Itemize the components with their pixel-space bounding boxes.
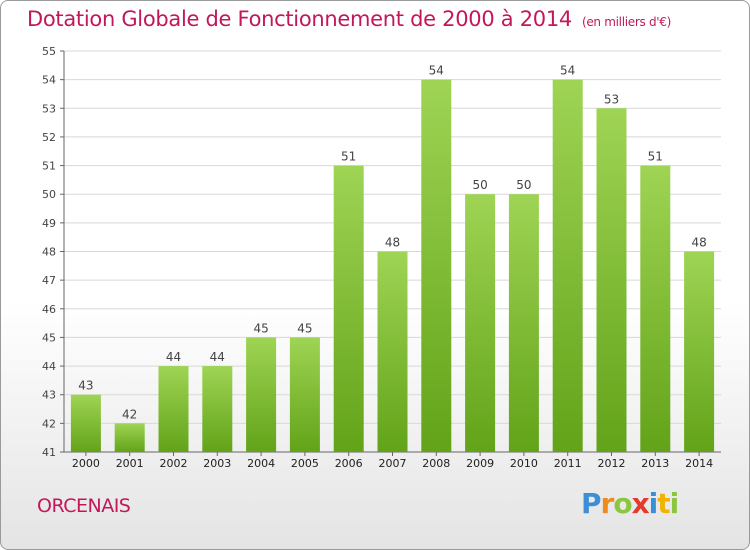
bar: [289, 337, 320, 452]
logo-letter: r: [600, 487, 615, 520]
data-label: 45: [253, 321, 268, 335]
logo-letter: x: [631, 487, 650, 520]
data-label: 45: [297, 321, 312, 335]
y-tick-label: 45: [42, 331, 56, 344]
data-label: 51: [648, 150, 663, 164]
y-tick-label: 50: [42, 188, 56, 201]
chart-title: Dotation Globale de Fonctionnement de 20…: [27, 7, 671, 31]
data-label: 51: [341, 150, 356, 164]
data-label: 50: [472, 178, 487, 192]
y-tick-label: 52: [42, 131, 56, 144]
bar: [158, 366, 189, 452]
x-tick-label: 2011: [554, 457, 582, 470]
logo-letter: i: [669, 487, 680, 520]
x-tick-label: 2007: [379, 457, 407, 470]
y-tick-label: 47: [42, 274, 56, 287]
y-tick-label: 55: [42, 45, 56, 58]
data-label: 44: [166, 350, 181, 364]
logo-letter: P: [581, 487, 602, 520]
data-label: 43: [78, 379, 93, 393]
data-label: 48: [385, 236, 400, 250]
x-tick-label: 2009: [466, 457, 494, 470]
bar: [552, 79, 583, 453]
y-tick-label: 51: [42, 160, 56, 173]
bar: [640, 165, 671, 453]
y-tick-label: 46: [42, 303, 56, 316]
bar: [465, 194, 496, 452]
chart-subtitle: (en milliers d'€): [581, 15, 671, 29]
data-label: 54: [429, 64, 444, 78]
y-tick-label: 53: [42, 102, 56, 115]
data-label: 50: [516, 178, 531, 192]
y-tick-label: 48: [42, 246, 56, 259]
y-tick-label: 44: [42, 360, 56, 373]
x-tick-labels: 2000 2001 2002 2003 2004 2005 2006 2007 2008 2009…: [72, 457, 713, 470]
data-label: 44: [210, 350, 225, 364]
y-tick-label: 43: [42, 389, 56, 402]
bar: [421, 79, 452, 453]
data-label: 53: [604, 92, 619, 106]
x-tick-label: 2001: [116, 457, 144, 470]
x-tick-label: 2006: [335, 457, 363, 470]
value-labels: 43 42 44 44 45 45 51 48 54 50 50 54 53 51 48: [78, 64, 706, 422]
data-label: 48: [691, 236, 706, 250]
data-label: 42: [122, 407, 137, 421]
logo-letter: t: [657, 487, 670, 520]
y-tick-label: 54: [42, 74, 56, 87]
x-tick-label: 2004: [247, 457, 275, 470]
y-tick-label: 41: [42, 446, 56, 459]
bar: [114, 423, 145, 452]
bar: [246, 337, 277, 452]
logo-letter: o: [613, 487, 632, 520]
bar: [596, 108, 627, 453]
x-tick-label: 2003: [203, 457, 231, 470]
bar: [684, 251, 715, 452]
x-tick-label: 2002: [160, 457, 188, 470]
x-tick-label: 2012: [598, 457, 626, 470]
bars: [70, 79, 715, 453]
x-tick-label: 2005: [291, 457, 319, 470]
commune-name: ORCENAIS: [37, 495, 131, 517]
y-tick-label: 49: [42, 217, 56, 230]
logo-letter: i: [648, 487, 659, 520]
x-tick-label: 2008: [422, 457, 450, 470]
bar: [333, 165, 364, 453]
data-label: 54: [560, 64, 575, 78]
y-tick-labels: 41 42 43 44 45 46 47 48 49 50 51 52 53 54 55: [42, 45, 56, 459]
x-tick-label: 2000: [72, 457, 100, 470]
x-tick-label: 2014: [685, 457, 713, 470]
bar: [202, 366, 233, 452]
bar: [70, 394, 101, 452]
title-text: Dotation Globale de Fonctionnement de 20…: [27, 7, 572, 31]
x-tick-label: 2013: [641, 457, 669, 470]
x-tick-label: 2010: [510, 457, 538, 470]
y-tick-label: 42: [42, 417, 56, 430]
proxiti-logo[interactable]: Proxiti: [581, 487, 680, 520]
bar: [377, 251, 408, 452]
bar: [508, 194, 539, 452]
